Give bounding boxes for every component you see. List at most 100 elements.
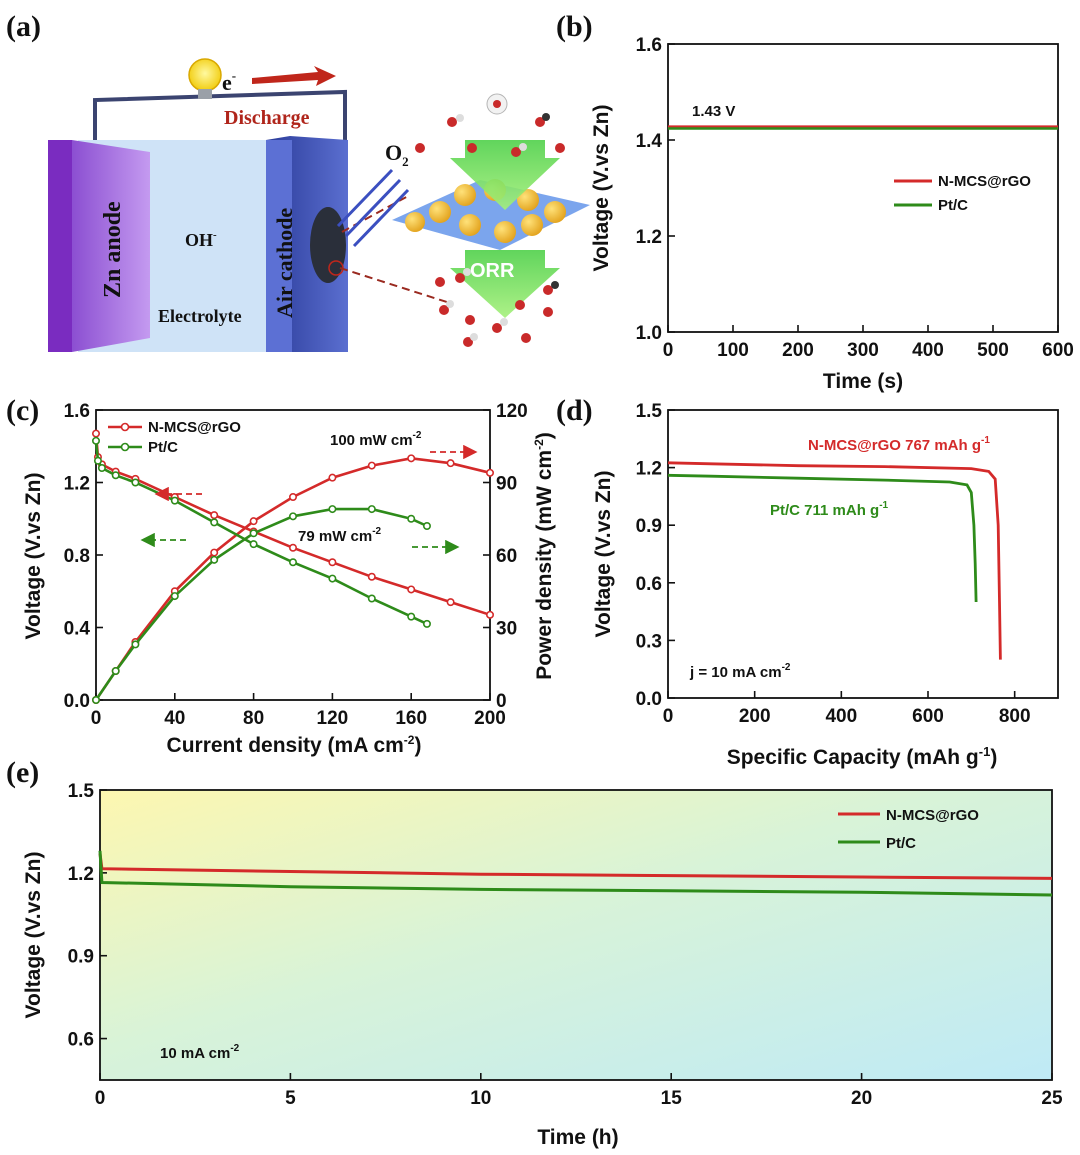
- data-point: [288, 492, 297, 501]
- zn-anode-label: Zn anode: [100, 201, 126, 298]
- discharge-label: Discharge: [224, 107, 310, 129]
- x-tick-label: 15: [661, 1088, 683, 1109]
- panel-label-b: (b): [556, 10, 593, 43]
- air-cathode-label: Air cathode: [272, 208, 297, 318]
- x-tick-label: 600: [912, 706, 944, 727]
- y-axis-label: Voltage (V.vs Zn): [22, 852, 45, 1019]
- x-tick-label: 0: [663, 340, 674, 361]
- y-tick-label: 0.0: [64, 691, 90, 712]
- plot-frame: [667, 409, 1059, 699]
- x-tick-label: 200: [474, 708, 506, 729]
- circuit-wire: [93, 89, 347, 140]
- data-point: [367, 505, 376, 514]
- legend-label: Pt/C: [886, 835, 916, 852]
- legend-label: Pt/C: [148, 439, 178, 456]
- plot-frame: [99, 789, 1053, 1081]
- x-tick-label: 100: [717, 340, 749, 361]
- x-tick-label: 800: [999, 706, 1031, 727]
- data-point: [485, 468, 494, 477]
- y-tick-label: 0.3: [636, 631, 662, 652]
- orr-label: ORR: [470, 260, 515, 282]
- y-tick-label: 0.8: [64, 546, 90, 567]
- series-power-ptc: [94, 507, 428, 701]
- y-tick-label: 1.6: [64, 401, 90, 422]
- legend-label: N-MCS@rGO: [886, 807, 979, 824]
- data-point: [210, 518, 219, 527]
- y-tick-label: 1.5: [636, 401, 663, 422]
- legend-label: Pt/C: [938, 197, 968, 214]
- data-point: [111, 471, 120, 480]
- x-tick-label: 500: [977, 340, 1009, 361]
- y-tick-label: 1.4: [636, 131, 663, 152]
- x-tick-label: 5: [285, 1088, 296, 1109]
- x-tick-label: 160: [395, 708, 427, 729]
- x-tick-label: 0: [663, 706, 674, 727]
- y2-tick-label: 30: [496, 619, 517, 640]
- data-point: [249, 529, 258, 538]
- y-tick-label: 1.2: [636, 459, 662, 480]
- lightbulb-icon: [188, 58, 222, 99]
- oxygen-flow-icon: [336, 168, 410, 248]
- chart-b: 0 100 200 300 400 500 600 1.0 1.2 1.4 1.6 1.43 V N-M…: [590, 35, 1074, 393]
- y2-tick-label: 90: [496, 474, 517, 495]
- data-point: [407, 585, 416, 594]
- data-point: [210, 511, 219, 520]
- voltage-annotation: 1.43 V: [692, 103, 735, 120]
- current-density-annotation: 10 mA cm-2: [160, 1043, 240, 1062]
- data-point: [485, 610, 494, 619]
- data-point: [407, 454, 416, 463]
- legend-label: N-MCS@rGO: [938, 173, 1031, 190]
- y-axis-label: Voltage (V.vs Zn): [22, 473, 45, 640]
- x-axis-label: Time (s): [823, 370, 903, 393]
- x-axis-label: Time (h): [537, 1126, 618, 1149]
- data-point: [249, 517, 258, 526]
- y-tick-label: 0.4: [64, 619, 91, 640]
- y-tick-label: 1.5: [68, 781, 95, 802]
- y-axis-label: Voltage (V.vs Zn): [592, 471, 615, 638]
- y-tick-label: 1.2: [64, 474, 90, 495]
- electron-label: e-: [222, 68, 236, 95]
- zn-anode: [48, 140, 150, 352]
- x-tick-label: 80: [243, 708, 264, 729]
- x-tick-label: 20: [851, 1088, 872, 1109]
- data-point: [131, 478, 140, 487]
- x-tick-label: 10: [470, 1088, 491, 1109]
- orr-arrow-top-icon: [450, 140, 560, 210]
- y-tick-label: 0.9: [68, 947, 94, 968]
- x-tick-label: 400: [825, 706, 857, 727]
- y2-axis-label: Power density (mW cm-2): [532, 432, 556, 680]
- x-tick-label: 300: [847, 340, 879, 361]
- x-axis-label: Current density (mA cm-2): [167, 733, 422, 757]
- peak-power-nmcs: 100 mW cm-2: [330, 430, 422, 449]
- data-point: [210, 555, 219, 564]
- capacity-label-nmcs: N-MCS@rGO 767 mAh g-1: [808, 435, 990, 454]
- x-tick-label: 40: [164, 708, 185, 729]
- data-point: [97, 463, 106, 472]
- data-point: [328, 574, 337, 583]
- y-tick-label: 0.0: [636, 689, 662, 710]
- x-tick-label: 120: [317, 708, 349, 729]
- data-point: [422, 521, 431, 530]
- oxygen-molecules: [415, 93, 565, 347]
- data-point: [367, 461, 376, 470]
- series-line-ptc: [667, 473, 978, 603]
- y-axis-label: Voltage (V.vs Zn): [590, 105, 613, 272]
- panel-label-e: (e): [6, 756, 39, 789]
- series-line-nmcs: [667, 461, 1002, 660]
- data-point: [288, 512, 297, 521]
- data-point: [170, 496, 179, 505]
- chart-d: 0 200 400 600 800 0.0 0.3 0.6 0.9 1.2 1.5 N-MCS@rGO…: [592, 401, 1059, 769]
- y2-tick-label: 120: [496, 401, 528, 422]
- y-tick-label: 1.0: [636, 323, 662, 344]
- panel-a: (a) e- Discharge Zn anode OH- Electrolyt…: [6, 10, 590, 352]
- legend-marker: [120, 442, 130, 452]
- data-point: [131, 640, 140, 649]
- data-point: [328, 558, 337, 567]
- data-point: [93, 456, 102, 465]
- chart-c: 0 40 80 120 160 200 0.0 0.4 0.8 1.2 1.6 0 30 60 90 120 N…: [22, 401, 556, 757]
- y-tick-label: 1.6: [636, 35, 662, 56]
- x-tick-label: 0: [95, 1088, 106, 1109]
- catalyst-spot: [310, 207, 346, 283]
- y-tick-label: 0.9: [636, 516, 662, 537]
